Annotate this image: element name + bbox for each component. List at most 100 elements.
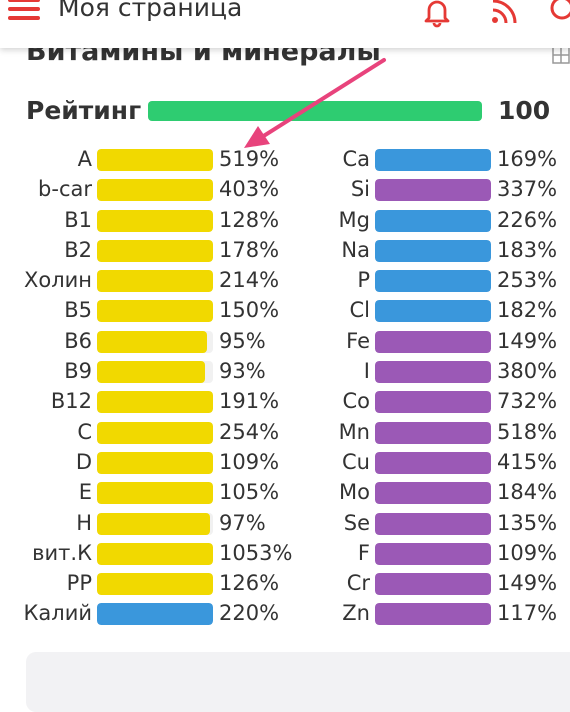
mineral-bar-fill bbox=[375, 421, 491, 444]
vitamin-bar-fill bbox=[97, 391, 213, 414]
hamburger-menu-icon[interactable] bbox=[0, 0, 42, 26]
vitamin-percent: 93% bbox=[219, 359, 266, 384]
vitamin-bar-track bbox=[97, 603, 213, 626]
mineral-percent: 518% bbox=[497, 419, 558, 444]
mineral-name: Co bbox=[342, 389, 370, 414]
vitamin-percent: 403% bbox=[219, 177, 280, 202]
mineral-name: Fe bbox=[346, 328, 370, 353]
mineral-bar-fill bbox=[375, 209, 491, 232]
vitamin-name: B12 bbox=[50, 389, 92, 414]
vitamin-bar-track bbox=[97, 300, 213, 323]
mineral-bar-fill bbox=[375, 542, 491, 565]
vitamin-bar-fill bbox=[97, 209, 213, 232]
minerals-list: Ca 169% Si 337% Mg 226% Na 183% P 253% Cl 182% Fe 149… bbox=[300, 146, 570, 631]
mineral-bar-fill bbox=[375, 361, 491, 384]
vitamin-row: H 97% bbox=[0, 510, 300, 540]
mineral-percent: 226% bbox=[497, 207, 558, 232]
mineral-row: Fe 149% bbox=[300, 328, 570, 358]
vitamin-percent: 254% bbox=[219, 419, 280, 444]
mineral-percent: 117% bbox=[497, 601, 558, 626]
vitamin-percent: 220% bbox=[219, 601, 280, 626]
mineral-name: Mn bbox=[338, 419, 370, 444]
vitamin-bar-fill bbox=[97, 603, 213, 626]
vitamin-bar-fill bbox=[97, 300, 213, 323]
mineral-bar-track bbox=[375, 421, 491, 444]
mineral-percent: 415% bbox=[497, 449, 558, 474]
bell-icon[interactable] bbox=[421, 0, 453, 28]
vitamin-name: b-car bbox=[38, 177, 92, 202]
vitamin-bar-fill bbox=[97, 361, 205, 384]
vitamin-percent: 214% bbox=[219, 268, 280, 293]
mineral-percent: 732% bbox=[497, 389, 558, 414]
vitamin-name: A bbox=[77, 147, 92, 171]
vitamin-bar-track bbox=[97, 391, 213, 414]
mineral-bar-track bbox=[375, 179, 491, 202]
table-view-icon[interactable] bbox=[552, 46, 570, 64]
mineral-row: Ca 169% bbox=[300, 146, 570, 176]
vitamin-name: D bbox=[75, 449, 92, 474]
mineral-percent: 169% bbox=[497, 147, 558, 171]
mineral-bar-fill bbox=[375, 451, 491, 474]
vitamin-name: E bbox=[78, 480, 92, 505]
app-header: Моя страница bbox=[0, 0, 570, 48]
mineral-row: Se 135% bbox=[300, 510, 570, 540]
mineral-bar-track bbox=[375, 391, 491, 414]
mineral-bar-fill bbox=[375, 239, 491, 262]
mineral-bar-track bbox=[375, 603, 491, 626]
mineral-bar-track bbox=[375, 542, 491, 565]
mineral-row: Zn 117% bbox=[300, 600, 570, 630]
vitamin-name: Калий bbox=[23, 601, 93, 626]
vitamin-bar-fill bbox=[97, 330, 208, 353]
vitamin-bar-fill bbox=[97, 421, 213, 444]
mineral-bar-track bbox=[375, 512, 491, 535]
vitamin-percent: 97% bbox=[219, 510, 266, 535]
mineral-row: I 380% bbox=[300, 358, 570, 388]
vitamin-row: Холин 214% bbox=[0, 267, 300, 297]
mineral-name: Cl bbox=[349, 298, 371, 323]
mineral-row: Na 183% bbox=[300, 237, 570, 267]
mineral-name: Se bbox=[343, 510, 370, 535]
rating-value: 100 bbox=[498, 96, 551, 125]
vitamin-bar-track bbox=[97, 270, 213, 293]
vitamin-name: Холин bbox=[23, 268, 92, 293]
vitamin-bar-fill bbox=[97, 149, 213, 171]
vitamin-bar-track bbox=[97, 330, 213, 353]
vitamin-percent: 519% bbox=[219, 147, 280, 171]
vitamin-row: C 254% bbox=[0, 419, 300, 449]
mineral-bar-track bbox=[375, 270, 491, 293]
mineral-row: P 253% bbox=[300, 267, 570, 297]
mineral-percent: 149% bbox=[497, 328, 558, 353]
vitamin-row: B2 178% bbox=[0, 237, 300, 267]
mineral-name: Cu bbox=[342, 449, 370, 474]
mineral-name: P bbox=[357, 268, 370, 293]
vitamin-name: C bbox=[77, 419, 92, 444]
mineral-row: Cr 149% bbox=[300, 570, 570, 600]
mineral-name: Si bbox=[350, 177, 370, 202]
mineral-row: F 109% bbox=[300, 540, 570, 570]
mineral-percent: 380% bbox=[497, 359, 558, 384]
mineral-row: Mn 518% bbox=[300, 419, 570, 449]
mineral-bar-track bbox=[375, 330, 491, 353]
rss-feed-icon[interactable] bbox=[488, 0, 520, 28]
mineral-bar-fill bbox=[375, 482, 491, 505]
vitamin-row: B12 191% bbox=[0, 388, 300, 418]
vitamin-name: вит.К bbox=[32, 540, 92, 565]
mineral-row: Si 337% bbox=[300, 176, 570, 206]
rating-bar bbox=[148, 101, 482, 121]
vitamin-name: B9 bbox=[64, 359, 92, 384]
vitamin-bar-fill bbox=[97, 482, 213, 505]
mineral-bar-track bbox=[375, 361, 491, 384]
vitamin-percent: 178% bbox=[219, 237, 280, 262]
vitamin-row: Калий 220% bbox=[0, 600, 300, 630]
vitamin-percent: 150% bbox=[219, 298, 280, 323]
mineral-row: Cl 182% bbox=[300, 297, 570, 327]
vitamin-bar-fill bbox=[97, 239, 213, 262]
vitamin-percent: 95% bbox=[219, 328, 266, 353]
search-icon[interactable] bbox=[548, 0, 570, 28]
mineral-name: Mg bbox=[338, 207, 370, 232]
mineral-name: I bbox=[363, 359, 370, 384]
mineral-bar-fill bbox=[375, 512, 491, 535]
mineral-bar-fill bbox=[375, 603, 491, 626]
mineral-bar-fill bbox=[375, 573, 491, 596]
vitamin-name: B6 bbox=[64, 328, 92, 353]
